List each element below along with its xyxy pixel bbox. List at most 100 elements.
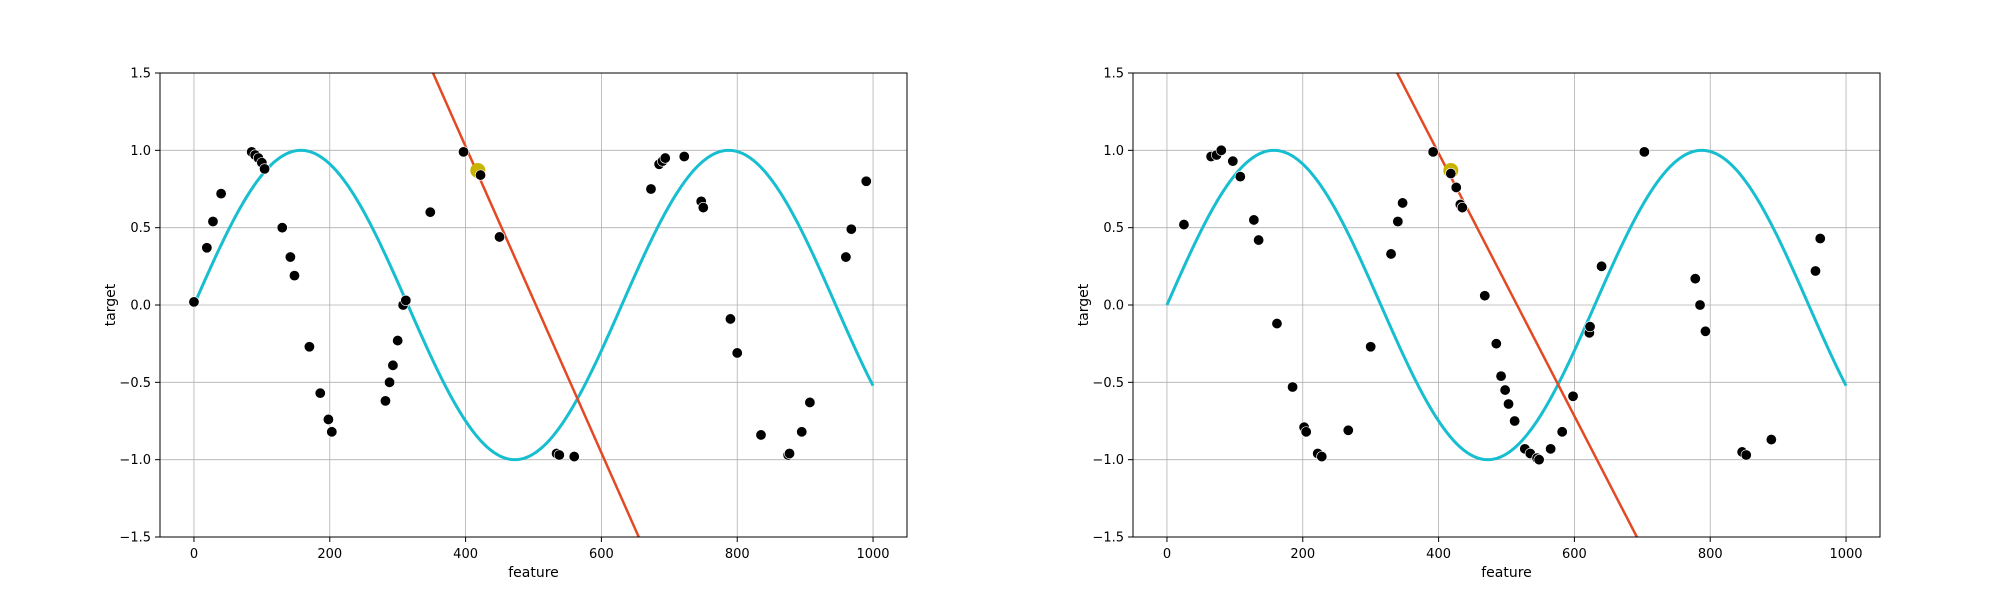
data-point: [804, 396, 816, 408]
data-point: [755, 429, 767, 441]
data-point: [1287, 381, 1299, 393]
y-tick-label: −1.5: [119, 531, 151, 546]
data-point: [1809, 265, 1821, 277]
data-point: [796, 426, 808, 438]
data-point: [553, 449, 565, 461]
x-tick-label: 200: [1290, 547, 1315, 562]
x-axis-label: feature: [508, 565, 559, 581]
data-point: [1479, 290, 1491, 302]
y-tick-label: 1.0: [1103, 144, 1124, 159]
sine-curve: [192, 148, 875, 462]
x-tick-label: 400: [453, 547, 478, 562]
data-point: [724, 313, 736, 325]
y-tick-label: 1.5: [130, 67, 151, 82]
data-point: [1490, 338, 1502, 350]
data-point: [1365, 341, 1377, 353]
data-point: [392, 335, 404, 347]
data-point: [1596, 260, 1608, 272]
data-point: [1300, 426, 1312, 438]
data-point: [840, 251, 852, 263]
data-point: [207, 215, 219, 227]
data-point: [387, 359, 399, 371]
x-tick-label: 0: [190, 547, 198, 562]
y-axis-label: target: [103, 283, 119, 326]
data-point: [1533, 454, 1545, 466]
data-point: [1694, 299, 1706, 311]
data-point: [1740, 449, 1752, 461]
y-tick-label: −1.5: [1092, 531, 1124, 546]
data-point: [322, 413, 334, 425]
x-axis-label: feature: [1481, 565, 1532, 581]
data-point: [1271, 318, 1283, 330]
data-point: [284, 251, 296, 263]
data-point: [1316, 451, 1328, 463]
data-point: [1814, 232, 1826, 244]
data-point: [1392, 215, 1404, 227]
x-tick-label: 600: [589, 547, 614, 562]
data-point: [568, 451, 580, 463]
x-tick-label: 0: [1163, 547, 1171, 562]
data-point: [1638, 146, 1650, 158]
y-tick-label: −0.5: [1092, 376, 1124, 391]
data-point: [1765, 434, 1777, 446]
data-point: [303, 341, 315, 353]
data-point: [1397, 197, 1409, 209]
x-tick-label: 1000: [856, 547, 889, 562]
y-tick-label: −0.5: [119, 376, 151, 391]
data-point: [201, 242, 213, 254]
data-point: [845, 223, 857, 235]
y-tick-label: 0.0: [130, 299, 151, 314]
data-point: [1227, 155, 1239, 167]
data-point: [1499, 384, 1511, 396]
data-point: [1342, 424, 1354, 436]
x-tick-label: 800: [1698, 547, 1723, 562]
x-tick-label: 1000: [1829, 547, 1862, 562]
data-point: [1427, 146, 1439, 158]
data-point: [1584, 321, 1596, 333]
data-point: [1234, 171, 1246, 183]
data-point: [659, 152, 671, 164]
y-tick-label: 1.5: [1103, 67, 1124, 82]
data-point: [1567, 390, 1579, 402]
data-point: [494, 231, 506, 243]
data-point: [475, 169, 487, 181]
data-point: [1445, 168, 1457, 180]
data-point: [1456, 202, 1468, 214]
data-point: [1495, 370, 1507, 382]
data-point: [288, 270, 300, 282]
y-tick-label: −1.0: [119, 453, 151, 468]
data-point: [215, 188, 227, 200]
x-tick-label: 200: [317, 547, 342, 562]
data-point: [1215, 144, 1227, 156]
y-tick-label: 0.5: [130, 221, 151, 236]
data-point: [1450, 181, 1462, 193]
y-tick-label: 1.0: [130, 144, 151, 159]
data-point: [1385, 248, 1397, 260]
data-point: [1509, 415, 1521, 427]
sine-curve: [1165, 148, 1848, 462]
data-point: [458, 146, 470, 158]
data-point: [1503, 398, 1515, 410]
data-point: [784, 447, 796, 459]
data-point: [1545, 443, 1557, 455]
plot-content: [1165, 73, 1848, 537]
x-tick-label: 800: [725, 547, 750, 562]
y-tick-label: −1.0: [1092, 453, 1124, 468]
data-point: [379, 395, 391, 407]
right-scatter-chart: 0 200 400 600 800 1000 −1.5 −1.0 −0.5 0.0 0.5 1.0 1.…: [1076, 67, 1881, 581]
data-point: [678, 151, 690, 163]
data-point: [400, 294, 412, 306]
data-point: [259, 163, 271, 175]
data-point: [645, 183, 657, 195]
data-point: [1248, 214, 1260, 226]
data-point: [314, 387, 326, 399]
data-point: [424, 206, 436, 218]
data-point: [276, 222, 288, 234]
data-point: [731, 347, 743, 359]
plot-content: [188, 73, 875, 537]
y-tick-label: 0.5: [1103, 221, 1124, 236]
left-scatter-chart: 0 200 400 600 800 1000 −1.5 −1.0 −0.5 0.0 0.5 1.0 1.…: [103, 67, 908, 581]
data-point: [326, 426, 338, 438]
data-point: [860, 175, 872, 187]
